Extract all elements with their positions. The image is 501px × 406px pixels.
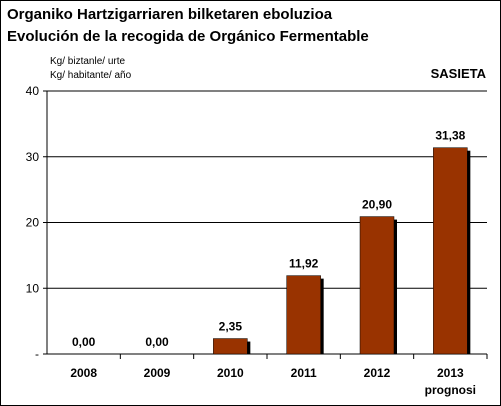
- chart-title-basque: Organiko Hartzigarriaren bilketaren ebol…: [7, 6, 333, 23]
- bar: [433, 147, 468, 355]
- x-tick-label: 2009: [144, 366, 171, 380]
- data-label: 20,90: [362, 198, 392, 212]
- data-label: 0,00: [72, 335, 96, 349]
- x-tick-label: 2013: [437, 366, 464, 380]
- data-label: 2,35: [219, 320, 243, 334]
- y-tick-label: 10: [26, 281, 40, 295]
- x-tick-label: 2011: [291, 366, 317, 380]
- region-label: SASIETA: [430, 66, 486, 81]
- y-tick-label: 40: [26, 84, 40, 98]
- bar: [213, 338, 248, 355]
- unit-label-spanish: Kg/ habitante/ año: [50, 70, 132, 81]
- x-tick-label: 2008: [70, 366, 97, 380]
- bar: [359, 216, 395, 355]
- bar: [286, 275, 321, 355]
- chart-title-spanish: Evolución de la recogida de Orgánico Fer…: [7, 28, 369, 45]
- data-label: 31,38: [435, 129, 465, 143]
- data-label: 0,00: [145, 335, 169, 349]
- y-tick-label: -: [35, 347, 39, 361]
- data-label: 11,92: [289, 257, 319, 271]
- unit-label-basque: Kg/ biztanle/ urte: [50, 56, 126, 67]
- y-tick-label: 20: [26, 216, 40, 230]
- x-tick-sublabel: prognosi: [425, 383, 476, 397]
- y-tick-label: 30: [26, 150, 40, 164]
- x-tick-label: 2012: [364, 366, 391, 380]
- x-tick-label: 2010: [217, 366, 244, 380]
